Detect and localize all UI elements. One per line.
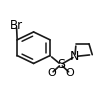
Text: O: O [66, 68, 74, 78]
Text: S: S [57, 58, 65, 71]
Text: Br: Br [10, 19, 23, 32]
Text: N: N [70, 50, 80, 63]
Text: O: O [47, 68, 56, 78]
